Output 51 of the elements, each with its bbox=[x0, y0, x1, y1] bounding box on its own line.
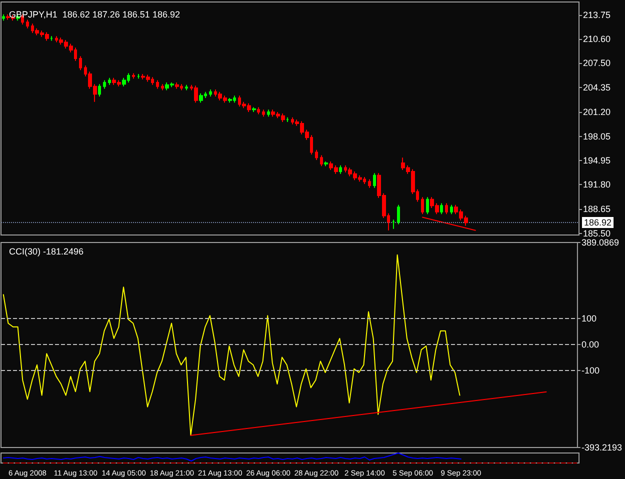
y-tick-label: 213.75 bbox=[583, 10, 611, 20]
candlestick bbox=[445, 202, 448, 215]
candlestick bbox=[373, 172, 376, 188]
candlestick bbox=[2, 14, 5, 22]
candlestick bbox=[267, 109, 270, 118]
candlestick bbox=[185, 84, 188, 91]
y-tick-label: 198.05 bbox=[583, 131, 611, 142]
candlestick bbox=[262, 109, 265, 118]
candlestick bbox=[450, 204, 453, 215]
candlestick bbox=[26, 19, 29, 29]
candlestick bbox=[156, 80, 159, 90]
candlestick bbox=[161, 84, 164, 91]
ref-line-label: 186.92 bbox=[584, 218, 612, 228]
y-tick-label: 188.65 bbox=[583, 204, 611, 214]
candlestick bbox=[426, 196, 429, 215]
candlestick bbox=[440, 202, 443, 215]
candlestick bbox=[199, 92, 203, 104]
y-tick-label: 204.35 bbox=[583, 82, 611, 93]
y-tick-label: 389.0869 bbox=[581, 238, 620, 248]
candlestick bbox=[175, 82, 179, 90]
candlestick bbox=[368, 178, 371, 188]
y-tick-label: -100 bbox=[581, 366, 600, 376]
text: GBPJPY,H1 186.62 187.26 186.51 186.92 bbox=[9, 10, 180, 20]
candlestick bbox=[122, 77, 126, 87]
candlestick bbox=[79, 56, 82, 71]
candlestick bbox=[320, 154, 323, 167]
candlestick bbox=[209, 88, 212, 97]
candlestick bbox=[392, 219, 395, 230]
y-tick-label: 207.50 bbox=[583, 58, 611, 68]
chart-title: CCI(30) -181.2496 bbox=[9, 246, 84, 256]
y-tick-label: 185.50 bbox=[583, 228, 611, 238]
candlestick bbox=[324, 160, 328, 167]
y-tick-label: 191.80 bbox=[583, 180, 611, 190]
candlestick bbox=[257, 106, 260, 115]
candlestick bbox=[132, 72, 135, 80]
candlestick bbox=[315, 149, 318, 160]
candlestick bbox=[397, 204, 400, 225]
candlestick bbox=[339, 164, 342, 174]
y-tick-label: -393.2193 bbox=[581, 442, 622, 452]
candlestick bbox=[103, 80, 106, 90]
y-tick-label: 201.20 bbox=[583, 106, 611, 117]
y-tick-label: 100 bbox=[581, 313, 596, 324]
y-tick-label: 0.00 bbox=[581, 339, 599, 350]
y-tick-label: 210.60 bbox=[583, 34, 611, 44]
candlestick bbox=[194, 85, 198, 104]
candlestick bbox=[108, 77, 111, 86]
candlestick bbox=[421, 196, 424, 215]
candlestick bbox=[228, 98, 232, 104]
candlestick bbox=[252, 106, 256, 112]
candlestick bbox=[98, 84, 101, 97]
y-tick-label: 194.95 bbox=[583, 155, 611, 166]
